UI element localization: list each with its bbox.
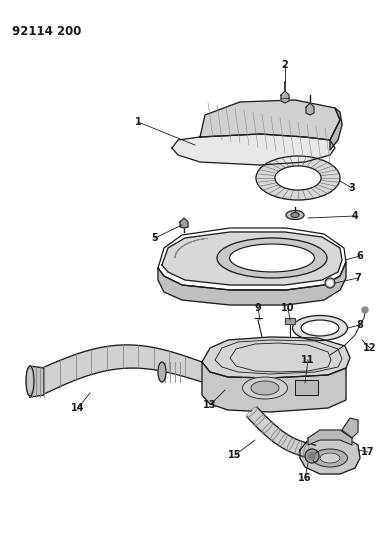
Polygon shape	[42, 345, 202, 395]
Polygon shape	[172, 134, 335, 165]
Polygon shape	[306, 103, 314, 115]
Polygon shape	[158, 262, 346, 305]
Ellipse shape	[256, 156, 340, 200]
Text: 9: 9	[255, 303, 261, 313]
Polygon shape	[180, 218, 188, 228]
Text: 13: 13	[203, 400, 217, 410]
Text: 12: 12	[363, 343, 377, 353]
Text: 92114 200: 92114 200	[12, 25, 81, 38]
Polygon shape	[295, 380, 318, 395]
Ellipse shape	[301, 320, 339, 336]
Polygon shape	[281, 91, 289, 103]
Text: 8: 8	[356, 320, 363, 330]
Text: 14: 14	[71, 403, 85, 413]
Polygon shape	[202, 362, 346, 412]
Text: 4: 4	[352, 211, 358, 221]
Ellipse shape	[217, 238, 327, 278]
Polygon shape	[308, 430, 352, 445]
Bar	[285, 318, 295, 324]
Polygon shape	[162, 232, 342, 285]
Text: 16: 16	[298, 473, 312, 483]
Polygon shape	[247, 407, 316, 459]
Ellipse shape	[275, 166, 321, 190]
Circle shape	[362, 307, 368, 313]
Circle shape	[325, 278, 335, 288]
Text: 7: 7	[355, 273, 361, 283]
Text: 6: 6	[356, 251, 363, 261]
Text: 5: 5	[152, 233, 158, 243]
Circle shape	[327, 280, 333, 286]
Text: 1: 1	[135, 117, 141, 127]
Text: 3: 3	[349, 183, 355, 193]
Ellipse shape	[251, 381, 279, 395]
Polygon shape	[200, 100, 340, 140]
Polygon shape	[30, 366, 44, 397]
Ellipse shape	[313, 449, 347, 467]
Ellipse shape	[158, 362, 166, 382]
Text: 15: 15	[228, 450, 242, 460]
Ellipse shape	[26, 366, 34, 396]
Text: 10: 10	[281, 303, 295, 313]
Polygon shape	[300, 435, 360, 474]
Text: 11: 11	[301, 355, 315, 365]
Ellipse shape	[229, 244, 314, 272]
Circle shape	[308, 453, 316, 459]
Polygon shape	[330, 108, 342, 150]
Ellipse shape	[293, 316, 347, 341]
Polygon shape	[342, 418, 358, 438]
Ellipse shape	[291, 213, 299, 217]
Ellipse shape	[286, 211, 304, 220]
Bar	[285, 318, 295, 324]
Circle shape	[305, 449, 319, 463]
Ellipse shape	[243, 377, 288, 399]
Ellipse shape	[28, 370, 32, 392]
Polygon shape	[202, 337, 350, 378]
Text: 17: 17	[361, 447, 375, 457]
Text: 2: 2	[282, 60, 288, 70]
Ellipse shape	[320, 453, 340, 463]
